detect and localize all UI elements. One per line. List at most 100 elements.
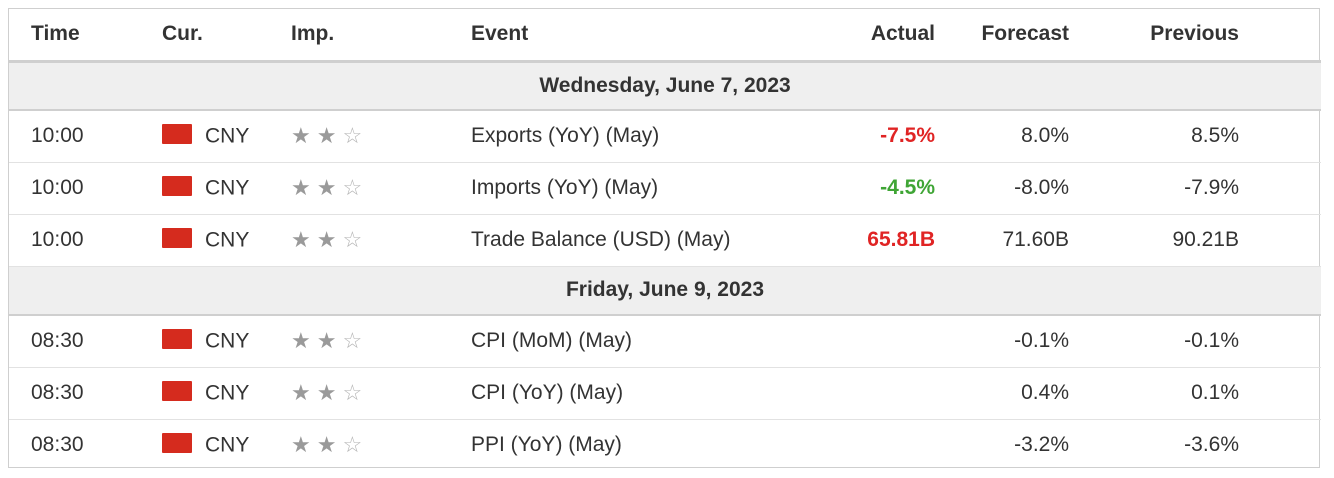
event-importance: ★ ★ ☆ xyxy=(291,367,471,420)
header-importance[interactable]: Imp. xyxy=(291,9,471,63)
event-name[interactable]: CPI (MoM) (May) xyxy=(471,315,811,368)
star-filled-icon: ★ xyxy=(291,328,311,354)
header-event[interactable]: Event xyxy=(471,9,811,63)
event-forecast: -3.2% xyxy=(1014,433,1069,457)
date-row: Friday, June 9, 2023 xyxy=(9,266,1321,316)
event-actual xyxy=(811,419,935,471)
star-outline-icon: ☆ xyxy=(342,227,363,252)
event-actual xyxy=(811,315,935,368)
china-flag-icon xyxy=(162,228,192,249)
calendar-table: Time Cur. Imp. Event Actual Forecast Pre… xyxy=(9,9,1321,471)
header-spacer xyxy=(1239,9,1321,63)
star-filled-icon: ★ xyxy=(316,432,337,458)
event-row[interactable]: 08:30 CNY ★ ★ ☆ CPI (YoY) (May) 0.4% 0.1% xyxy=(9,367,1321,420)
event-previous: 8.5% xyxy=(1069,110,1239,163)
star-outline-icon: ☆ xyxy=(342,123,363,149)
header-forecast[interactable]: Forecast xyxy=(935,9,1069,63)
event-actual: -4.5% xyxy=(811,162,935,215)
china-flag-icon xyxy=(162,433,192,454)
header-time[interactable]: Time xyxy=(9,9,162,63)
event-name[interactable]: Trade Balance (USD) (May) xyxy=(471,214,811,267)
event-currency: CNY xyxy=(205,329,250,353)
event-actual: 65.81B xyxy=(811,214,935,267)
event-time: 08:30 xyxy=(31,433,84,457)
calendar-body: Wednesday, June 7, 2023 10:00 CNY ★ ★ ☆ Export… xyxy=(9,61,1321,471)
event-forecast: 8.0% xyxy=(935,110,1069,163)
star-filled-icon: ★ xyxy=(291,123,311,149)
row-spacer xyxy=(1239,315,1321,368)
star-outline-icon: ☆ xyxy=(342,175,363,200)
event-row[interactable]: 10:00 CNY ★ ★ ☆ Trade Balance (USD) (May) 65.8… xyxy=(9,214,1321,267)
header-currency[interactable]: Cur. xyxy=(162,9,291,63)
row-spacer xyxy=(1239,214,1321,267)
event-currency: CNY xyxy=(205,124,250,148)
star-filled-icon: ★ xyxy=(316,123,337,149)
event-time: 10:00 xyxy=(9,110,162,163)
event-importance: ★ ★ ☆ xyxy=(291,162,471,215)
china-flag-icon xyxy=(162,329,192,350)
event-currency-cell: CNY xyxy=(162,315,291,368)
star-outline-icon: ☆ xyxy=(342,328,363,354)
event-actual xyxy=(811,367,935,420)
event-currency: CNY xyxy=(205,433,250,457)
event-name[interactable]: CPI (YoY) (May) xyxy=(471,367,811,420)
event-currency-cell: CNY xyxy=(162,162,291,215)
economic-calendar-table: Time Cur. Imp. Event Actual Forecast Pre… xyxy=(8,8,1321,471)
event-row[interactable]: 08:30 CNY ★ ★ ☆ PPI (YoY) (May) -3.2% -3.6% xyxy=(9,419,1321,471)
header-previous[interactable]: Previous xyxy=(1069,9,1239,63)
event-time: 10:00 xyxy=(9,162,162,215)
china-flag-icon xyxy=(162,381,192,402)
header-row: Time Cur. Imp. Event Actual Forecast Pre… xyxy=(9,9,1321,63)
star-filled-icon: ★ xyxy=(316,175,337,200)
event-currency: CNY xyxy=(205,381,250,405)
china-flag-icon xyxy=(162,124,192,145)
event-forecast: 0.4% xyxy=(935,367,1069,420)
event-name[interactable]: Imports (YoY) (May) xyxy=(471,162,811,215)
event-importance: ★ ★ ☆ xyxy=(291,110,471,163)
event-currency: CNY xyxy=(205,176,250,200)
event-name[interactable]: PPI (YoY) (May) xyxy=(471,433,622,457)
china-flag-icon xyxy=(162,176,192,197)
star-outline-icon: ☆ xyxy=(342,432,363,458)
star-filled-icon: ★ xyxy=(291,380,311,405)
event-previous: -0.1% xyxy=(1069,315,1239,368)
event-row[interactable]: 10:00 CNY ★ ★ ☆ Imports (YoY) (May) -4.5% -8.0%… xyxy=(9,162,1321,215)
event-importance: ★ ★ ☆ xyxy=(291,419,471,471)
row-spacer xyxy=(1239,162,1321,215)
date-heading: Friday, June 9, 2023 xyxy=(9,266,1321,316)
event-time: 08:30 xyxy=(9,315,162,368)
event-importance: ★ ★ ☆ xyxy=(291,315,471,368)
row-spacer xyxy=(1239,367,1321,420)
event-row[interactable]: 10:00 CNY ★ ★ ☆ Exports (YoY) (May) -7.5% 8.0% 8… xyxy=(9,110,1321,163)
star-filled-icon: ★ xyxy=(316,227,337,252)
star-filled-icon: ★ xyxy=(316,380,337,405)
star-filled-icon: ★ xyxy=(291,432,311,458)
star-filled-icon: ★ xyxy=(291,227,311,252)
star-filled-icon: ★ xyxy=(316,328,337,354)
event-currency-cell: CNY xyxy=(162,367,291,420)
star-outline-icon: ☆ xyxy=(342,380,363,405)
event-currency-cell: CNY xyxy=(162,214,291,267)
row-spacer xyxy=(1239,110,1321,163)
star-filled-icon: ★ xyxy=(291,175,311,200)
date-heading: Wednesday, June 7, 2023 xyxy=(9,61,1321,111)
event-currency-cell: CNY xyxy=(162,419,291,471)
event-importance: ★ ★ ☆ xyxy=(291,214,471,267)
event-time: 08:30 xyxy=(9,367,162,420)
header-actual[interactable]: Actual xyxy=(811,9,935,63)
event-previous: 0.1% xyxy=(1069,367,1239,420)
event-name[interactable]: Exports (YoY) (May) xyxy=(471,110,811,163)
event-actual: -7.5% xyxy=(811,110,935,163)
event-previous: 90.21B xyxy=(1069,214,1239,267)
event-previous: -3.6% xyxy=(1184,433,1239,457)
event-currency-cell: CNY xyxy=(162,110,291,163)
event-forecast: 71.60B xyxy=(935,214,1069,267)
row-spacer xyxy=(1239,419,1321,471)
event-time: 10:00 xyxy=(9,214,162,267)
event-row[interactable]: 08:30 CNY ★ ★ ☆ CPI (MoM) (May) -0.1% -0.1% xyxy=(9,315,1321,368)
event-previous: -7.9% xyxy=(1069,162,1239,215)
event-currency: CNY xyxy=(205,228,250,252)
event-forecast: -0.1% xyxy=(935,315,1069,368)
event-forecast: -8.0% xyxy=(935,162,1069,215)
date-row: Wednesday, June 7, 2023 xyxy=(9,61,1321,111)
